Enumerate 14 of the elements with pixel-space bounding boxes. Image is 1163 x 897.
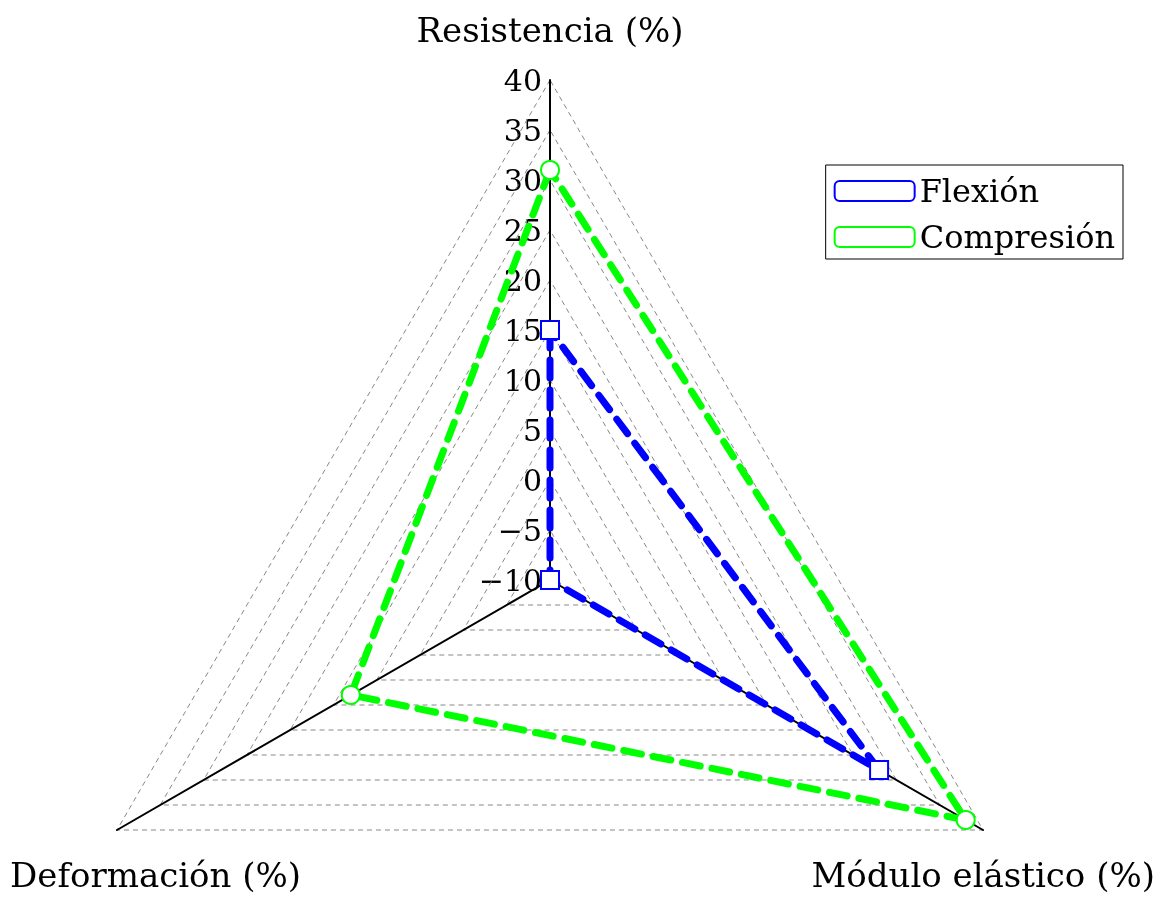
y-tick-label: 35	[503, 112, 542, 148]
y-tick-label: −10	[478, 562, 542, 598]
y-tick-label: 0	[522, 462, 542, 498]
y-tick-label: 5	[522, 412, 542, 448]
spoke-label: Resistencia (%)	[416, 10, 684, 50]
y-tick-label: 15	[503, 312, 542, 348]
legend-label: Flexión	[919, 172, 1040, 210]
spoke-label: Módulo elástico (%)	[811, 855, 1155, 895]
legend-label: Compresión	[919, 218, 1115, 256]
y-tick-label: −5	[497, 512, 542, 548]
y-tick-label: 40	[503, 62, 542, 98]
spoke-label: Deformación (%)	[10, 855, 302, 895]
y-tick-label: 10	[503, 362, 542, 398]
y-tick-label: 30	[503, 162, 542, 198]
